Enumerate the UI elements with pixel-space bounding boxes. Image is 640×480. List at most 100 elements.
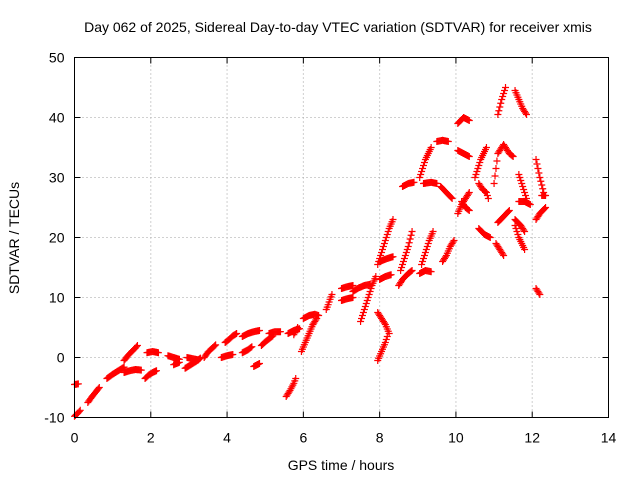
data-point (522, 109, 530, 117)
data-point (175, 358, 183, 366)
data-point (313, 315, 321, 322)
data-arc (416, 144, 435, 181)
data-point (427, 268, 435, 276)
x-tick-label: 8 (376, 430, 384, 446)
data-point (536, 291, 544, 298)
data-arc (322, 291, 336, 313)
data-point (519, 183, 527, 190)
data-point (539, 185, 547, 193)
x-axis-label: GPS time / hours (288, 457, 395, 473)
data-arc (437, 183, 456, 202)
data-point (541, 205, 549, 212)
data-point (419, 165, 427, 172)
y-tick-label: 40 (49, 110, 65, 126)
y-tick-label: -10 (44, 410, 64, 426)
x-tick-label: 6 (299, 430, 307, 446)
data-point (211, 342, 219, 350)
x-tick-label: 2 (147, 430, 155, 446)
y-tick-label: 30 (49, 170, 65, 186)
data-point (465, 207, 473, 214)
y-tick-label: 50 (49, 50, 65, 66)
data-point (75, 408, 83, 415)
data-point (537, 177, 545, 185)
data-point (404, 243, 412, 250)
data-point (536, 174, 544, 181)
data-point (535, 169, 543, 177)
data-point (401, 252, 409, 259)
data-point (500, 90, 508, 97)
data-point (484, 195, 492, 202)
data-point (76, 406, 84, 414)
data-point (496, 103, 504, 111)
data-arc (297, 321, 317, 355)
data-point (472, 171, 480, 178)
data-point (153, 367, 161, 375)
data-arc (490, 141, 517, 187)
data-point (420, 162, 428, 169)
data-arc (399, 178, 418, 190)
data-point (94, 385, 102, 393)
data-point (532, 156, 540, 163)
data-arc (217, 351, 237, 361)
data-point (389, 253, 397, 261)
data-point (358, 315, 366, 322)
data-point (366, 288, 374, 295)
x-tick-label: 4 (223, 430, 231, 446)
data-point (538, 181, 546, 189)
plot-frame (74, 57, 609, 418)
y-tick-label: 20 (49, 230, 65, 246)
x-tick-label: 12 (524, 430, 540, 446)
data-arc (475, 225, 494, 241)
data-point (194, 356, 202, 364)
data-point (521, 246, 529, 253)
data-point (247, 343, 255, 351)
data-arc (454, 147, 473, 160)
data-point (408, 228, 416, 235)
data-point (420, 252, 428, 259)
data-point (367, 285, 375, 292)
data-point (465, 153, 473, 160)
data-arc (420, 178, 441, 187)
data-point (427, 144, 435, 151)
data-point (521, 228, 529, 235)
data-point (255, 360, 263, 367)
data-point (362, 300, 370, 307)
data-arc (515, 171, 530, 202)
data-arc (492, 240, 508, 259)
data-point (363, 297, 371, 304)
data-arc (532, 204, 550, 223)
data-point (407, 231, 415, 239)
data-arc (120, 366, 145, 376)
data-point (312, 316, 320, 324)
data-point (361, 303, 369, 310)
data-point (482, 189, 490, 196)
data-point (513, 228, 521, 235)
data-point (450, 237, 458, 244)
data-arc (238, 327, 263, 340)
data-point (520, 186, 528, 193)
data-point (402, 249, 410, 256)
data-point (406, 235, 414, 243)
data-point (433, 180, 441, 187)
y-axis-label: SDTVAR / TECUs (6, 182, 22, 294)
data-point (359, 309, 367, 316)
data-point (474, 165, 482, 172)
data-point (364, 294, 372, 301)
data-point (493, 157, 501, 165)
data-point (407, 267, 415, 275)
x-tick-labels: 0 2 4 6 8 10 12 14 (71, 430, 617, 446)
data-point (383, 231, 391, 238)
data-point (422, 246, 430, 253)
data-point (444, 138, 452, 145)
chart-title: Day 062 of 2025, Sidereal Day-to-day VTE… (84, 19, 592, 35)
data-point (421, 249, 429, 256)
data-point (399, 261, 407, 268)
data-arc (532, 156, 548, 196)
data-point (132, 343, 140, 351)
data-point (349, 282, 357, 289)
data-point (482, 144, 490, 151)
data-arc (221, 330, 241, 346)
data-point (381, 339, 389, 346)
data-point (360, 306, 368, 313)
data-arc (475, 180, 492, 202)
